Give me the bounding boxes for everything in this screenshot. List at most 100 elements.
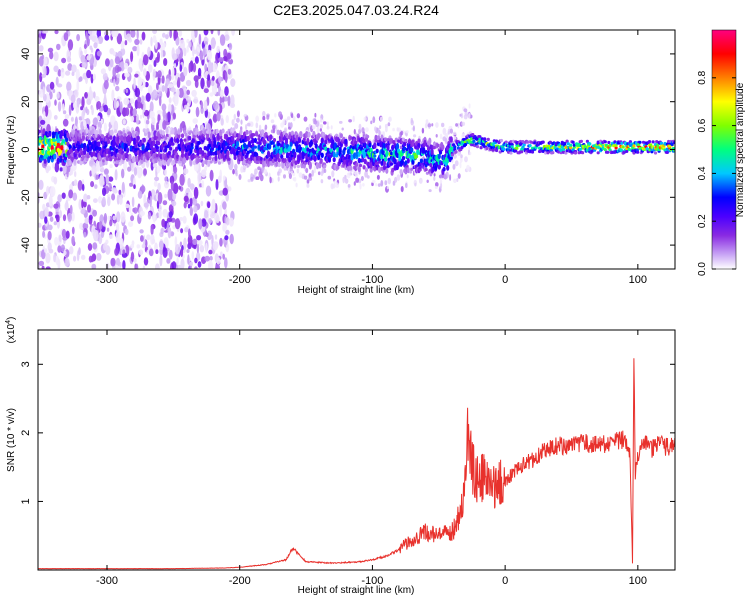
heat-cell <box>269 134 273 141</box>
heat-cell <box>596 140 600 144</box>
heat-cell <box>62 214 67 222</box>
heat-cell <box>87 30 91 35</box>
heat-cell <box>330 125 333 130</box>
heat-cell <box>364 149 369 153</box>
heat-cell <box>224 34 230 41</box>
heat-cell <box>200 77 205 90</box>
heat-cell <box>171 67 175 77</box>
heat-cell <box>208 249 213 255</box>
heat-cell <box>308 176 313 181</box>
heat-cell <box>215 263 221 269</box>
heat-cell <box>118 196 123 205</box>
heat-cell <box>210 30 214 35</box>
heat-cell <box>382 142 386 149</box>
heat-cell <box>148 64 153 73</box>
heat-cell <box>191 251 195 260</box>
heat-cell <box>460 112 464 119</box>
heat-cell <box>197 67 202 77</box>
heat-cell <box>186 89 190 96</box>
heat-cell <box>183 138 187 142</box>
heat-cell <box>358 163 363 168</box>
heat-cell <box>360 176 364 181</box>
spectrogram-marks <box>38 30 675 269</box>
heat-cell <box>382 160 386 167</box>
heat-cell <box>253 145 257 149</box>
heat-cell <box>103 104 108 113</box>
heat-cell <box>466 164 470 172</box>
heat-cell <box>564 151 568 155</box>
heat-cell <box>346 148 351 155</box>
heat-cell <box>316 126 320 134</box>
heat-cell <box>246 122 251 127</box>
heat-cell <box>81 62 87 68</box>
heat-cell <box>38 56 44 67</box>
heat-cell <box>136 30 139 40</box>
heat-cell <box>152 162 157 168</box>
heat-cell <box>53 203 59 209</box>
heat-cell <box>314 140 318 144</box>
heat-cell <box>197 158 201 163</box>
heat-cell <box>194 257 198 264</box>
heat-cell <box>236 110 240 118</box>
heat-cell <box>243 142 247 149</box>
heat-cell <box>59 155 63 159</box>
heat-cell <box>276 129 280 136</box>
heat-cell <box>130 51 134 62</box>
heat-cell <box>111 30 116 38</box>
heat-cell <box>140 155 144 161</box>
heat-cell <box>164 176 168 182</box>
heat-cell <box>161 75 165 84</box>
heat-cell <box>277 162 281 168</box>
heat-cell <box>136 150 140 156</box>
heat-cell <box>307 131 311 138</box>
heat-cell <box>61 228 67 238</box>
heat-cell <box>380 180 384 187</box>
heat-cell <box>217 161 222 165</box>
heat-cell <box>294 160 298 165</box>
heat-cell <box>149 110 155 119</box>
heat-cell <box>152 68 156 78</box>
heat-cell <box>320 137 324 145</box>
heat-cell <box>90 181 95 188</box>
heat-cell <box>75 69 80 81</box>
heat-cell <box>326 125 330 130</box>
heat-cell <box>162 208 168 218</box>
heat-cell <box>53 51 59 62</box>
heat-cell <box>164 145 168 153</box>
heat-cell <box>73 159 77 164</box>
heat-cell <box>424 123 428 129</box>
heat-cell <box>324 139 328 145</box>
heat-cell <box>457 173 461 179</box>
heat-cell <box>396 127 399 132</box>
heat-cell <box>339 120 343 124</box>
heat-cell <box>109 58 114 68</box>
y-tick-label: 0 <box>20 146 32 152</box>
heat-cell <box>74 171 77 178</box>
heat-cell <box>414 182 417 187</box>
heat-cell <box>189 206 193 216</box>
heat-cell <box>154 158 158 164</box>
heat-cell <box>116 153 120 158</box>
heat-cell <box>53 253 57 263</box>
heat-cell <box>49 216 54 222</box>
heat-cell <box>339 133 343 139</box>
heat-cell <box>111 193 116 201</box>
heat-cell <box>449 156 453 160</box>
heat-cell <box>83 43 87 50</box>
heat-cell <box>207 160 211 167</box>
heat-cell <box>171 142 175 146</box>
heat-cell <box>152 30 157 35</box>
heat-cell <box>72 192 78 201</box>
heat-cell <box>96 101 102 110</box>
heat-cell <box>427 123 432 128</box>
heat-cell <box>385 125 388 133</box>
heat-cell <box>199 245 205 253</box>
heat-cell <box>86 155 90 159</box>
heat-cell <box>64 201 69 211</box>
heat-cell <box>49 186 56 197</box>
heat-cell <box>588 142 592 146</box>
heat-cell <box>391 144 395 152</box>
heat-cell <box>38 260 45 267</box>
heat-cell <box>475 145 480 149</box>
heat-cell <box>124 72 130 78</box>
